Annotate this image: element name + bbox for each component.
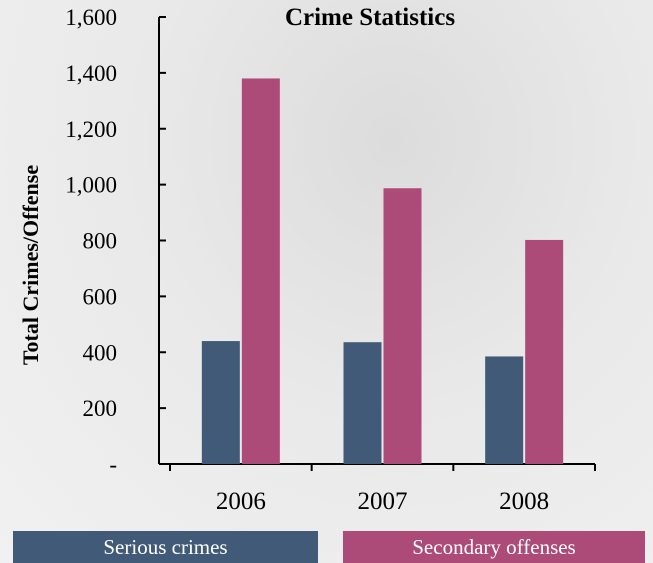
- y-tick-label: 800: [83, 229, 118, 254]
- y-axis-label: Total Crimes/Offense: [18, 165, 43, 365]
- bar-chart: Crime Statistics Total Crimes/Offense - 2…: [18, 4, 596, 515]
- bar-secondary-offenses: [241, 78, 280, 465]
- legend-label: Serious crimes: [103, 534, 228, 559]
- x-tick-label: 2007: [358, 488, 408, 515]
- legend-serious-crimes: Serious crimes: [13, 531, 318, 563]
- y-tick-label: -: [109, 452, 117, 477]
- y-tick-label: 1,400: [65, 61, 117, 86]
- bar-secondary-offenses: [525, 239, 564, 464]
- bar-serious-crimes: [343, 342, 382, 464]
- bar-secondary-offenses: [383, 188, 422, 464]
- bar-serious-crimes: [485, 356, 524, 464]
- legend-secondary-offenses: Secondary offenses: [343, 531, 645, 563]
- y-tick-label: 1,000: [65, 173, 117, 198]
- bars: [201, 78, 564, 465]
- y-tick-label: 1,600: [65, 5, 117, 30]
- y-tick-label: 200: [83, 396, 118, 421]
- y-tick-label: 400: [83, 340, 118, 365]
- y-tick-label: 600: [83, 284, 118, 309]
- bar-serious-crimes: [201, 341, 240, 464]
- x-tick-label: 2008: [499, 488, 549, 515]
- x-tick-label: 2006: [216, 488, 266, 515]
- legend-label: Secondary offenses: [412, 534, 576, 559]
- y-ticks: - 200 400 600 800 1,000 1,200 1,400 1,600: [65, 5, 166, 477]
- y-tick-label: 1,200: [65, 117, 117, 142]
- x-ticks: 2006 2007 2008: [169, 464, 596, 515]
- chart-title: Crime Statistics: [285, 4, 455, 31]
